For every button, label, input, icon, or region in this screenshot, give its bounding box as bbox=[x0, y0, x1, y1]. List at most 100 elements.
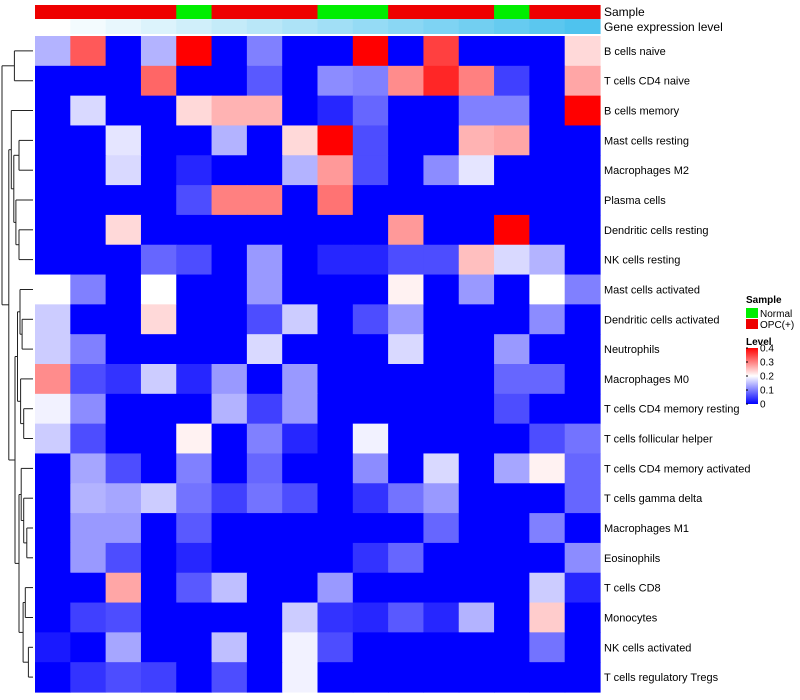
heat-cell bbox=[317, 542, 354, 574]
legend-swatch-normal bbox=[746, 308, 758, 318]
heat-cell bbox=[458, 214, 495, 246]
heat-cell bbox=[140, 513, 177, 544]
heat-cell bbox=[282, 185, 319, 216]
expression-cell bbox=[282, 19, 319, 34]
heat-cell bbox=[105, 304, 142, 335]
row-label: Monocytes bbox=[604, 612, 658, 624]
heat-cell bbox=[176, 632, 213, 663]
heat-cell bbox=[70, 214, 107, 246]
heat-cell bbox=[35, 125, 71, 156]
heat-cell bbox=[423, 483, 460, 514]
heat-cell bbox=[317, 214, 354, 246]
heat-cell bbox=[140, 155, 177, 186]
expression-cell bbox=[140, 19, 177, 34]
heat-cell bbox=[388, 95, 425, 127]
heat-cell bbox=[211, 274, 248, 305]
heat-cell bbox=[458, 483, 495, 514]
heat-cell bbox=[352, 662, 389, 693]
heat-cell bbox=[211, 602, 248, 633]
heat-cell bbox=[70, 453, 107, 484]
heat-cell bbox=[246, 65, 283, 97]
heat-cell bbox=[529, 393, 566, 425]
heat-cell bbox=[529, 65, 566, 97]
heat-cell bbox=[70, 125, 107, 156]
expression-cell bbox=[458, 19, 495, 34]
heat-cell bbox=[423, 95, 460, 127]
heat-cell bbox=[564, 304, 601, 335]
heat-cell bbox=[105, 155, 142, 186]
heat-cell bbox=[494, 423, 530, 455]
heat-cell bbox=[140, 65, 177, 97]
heat-cell bbox=[70, 334, 107, 365]
heat-cell bbox=[105, 364, 142, 395]
heat-cell bbox=[564, 483, 601, 514]
heat-cell bbox=[458, 632, 495, 663]
heat-cell bbox=[105, 632, 142, 663]
heat-cell bbox=[105, 214, 142, 246]
heat-cell bbox=[458, 125, 495, 156]
sample-cell bbox=[352, 5, 389, 19]
heat-cell bbox=[246, 334, 283, 365]
heat-cell bbox=[246, 244, 283, 276]
heat-cell bbox=[352, 334, 389, 365]
row-label: Plasma cells bbox=[604, 195, 666, 207]
heat-cell bbox=[105, 423, 142, 455]
heat-cell bbox=[105, 483, 142, 514]
heat-cell bbox=[388, 662, 425, 693]
heat-cell bbox=[529, 244, 566, 276]
heat-cell bbox=[176, 662, 213, 693]
heat-cell bbox=[423, 65, 460, 97]
heat-cell bbox=[423, 36, 460, 67]
heat-cell bbox=[423, 632, 460, 663]
expression-cell bbox=[70, 19, 107, 34]
sample-cell bbox=[246, 5, 283, 19]
heat-cell bbox=[529, 423, 566, 455]
sample-cell bbox=[211, 5, 248, 19]
heat-cell bbox=[317, 662, 354, 693]
heat-cell bbox=[246, 304, 283, 335]
heat-cell bbox=[564, 185, 601, 216]
expression-cell bbox=[352, 19, 389, 34]
heat-cell bbox=[423, 125, 460, 156]
heat-cell bbox=[282, 95, 319, 127]
row-label: Neutrophils bbox=[604, 344, 660, 356]
sample-cell bbox=[423, 5, 460, 19]
heat-cell bbox=[211, 542, 248, 574]
heat-cell bbox=[211, 155, 248, 186]
heat-cell bbox=[140, 304, 177, 335]
row-label: Macrophages M1 bbox=[604, 523, 689, 535]
heat-cell bbox=[352, 364, 389, 395]
heat-cell bbox=[211, 572, 248, 604]
heat-cell bbox=[352, 244, 389, 276]
heat-cell bbox=[246, 95, 283, 127]
heat-cell bbox=[458, 304, 495, 335]
heat-cell bbox=[35, 364, 71, 395]
heat-cell bbox=[423, 334, 460, 365]
heat-cell bbox=[35, 632, 71, 663]
heat-cell bbox=[211, 214, 248, 246]
row-label: Dendritic cells activated bbox=[604, 314, 720, 326]
heat-cell bbox=[564, 364, 601, 395]
heat-cell bbox=[246, 542, 283, 574]
expression-cell bbox=[317, 19, 354, 34]
sample-cell bbox=[388, 5, 425, 19]
expression-cell bbox=[246, 19, 283, 34]
heat-cell bbox=[176, 483, 213, 514]
heat-cell bbox=[246, 155, 283, 186]
heat-cell bbox=[246, 214, 283, 246]
heat-cell bbox=[282, 125, 319, 156]
heat-cell bbox=[529, 36, 566, 67]
heat-cell bbox=[211, 304, 248, 335]
row-label: Macrophages M0 bbox=[604, 374, 689, 386]
heat-cell bbox=[105, 513, 142, 544]
heat-cell bbox=[282, 65, 319, 97]
heat-cell bbox=[70, 95, 107, 127]
heat-cell bbox=[494, 483, 530, 514]
heat-cell bbox=[35, 602, 71, 633]
heat-cell bbox=[564, 453, 601, 484]
heat-cell bbox=[35, 65, 71, 97]
heat-cell bbox=[140, 125, 177, 156]
heat-cell bbox=[176, 334, 213, 365]
heat-cell bbox=[140, 572, 177, 604]
heat-cell bbox=[317, 244, 354, 276]
